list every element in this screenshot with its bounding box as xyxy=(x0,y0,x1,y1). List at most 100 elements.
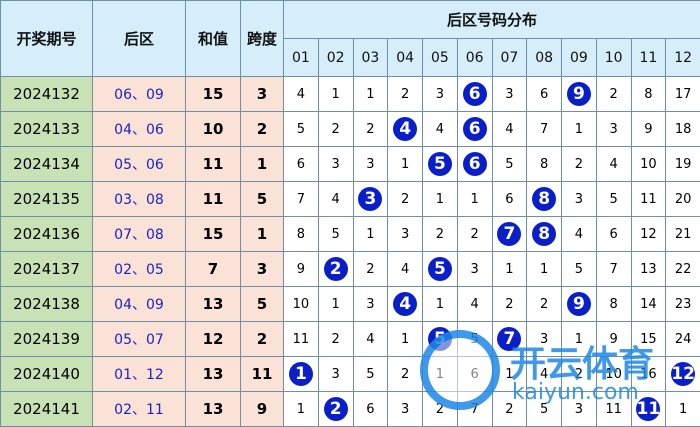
period: 2024137 xyxy=(1,252,93,287)
period: 2024141 xyxy=(1,392,93,427)
header-number: 09 xyxy=(562,39,597,77)
miss-cell: 2 xyxy=(492,392,527,427)
miss-cell: 4 xyxy=(423,112,458,147)
miss-cell: 1 xyxy=(666,392,700,427)
miss-cell: 5 xyxy=(562,252,597,287)
header-number: 02 xyxy=(318,39,353,77)
miss-cell: 4 xyxy=(388,252,423,287)
miss-cell: 3 xyxy=(388,392,423,427)
miss-cell: 4 xyxy=(596,147,631,182)
miss-cell: 5 xyxy=(596,182,631,217)
span: 3 xyxy=(241,77,284,112)
miss-cell: 6 xyxy=(492,182,527,217)
miss-cell: 6 xyxy=(596,217,631,252)
hit-ball: 4 xyxy=(393,117,417,141)
hit-cell: 12 xyxy=(666,357,700,392)
period: 2024134 xyxy=(1,147,93,182)
hit-ball: 7 xyxy=(497,222,521,246)
miss-cell: 5 xyxy=(284,112,319,147)
back-numbers: 07、08 xyxy=(93,217,186,252)
miss-cell: 3 xyxy=(353,147,388,182)
back-numbers: 02、05 xyxy=(93,252,186,287)
miss-cell: 2 xyxy=(353,252,388,287)
hit-ball: 5 xyxy=(428,152,452,176)
period: 2024139 xyxy=(1,322,93,357)
miss-cell: 8 xyxy=(527,147,562,182)
miss-cell: 1 xyxy=(492,252,527,287)
header-number: 11 xyxy=(631,39,666,77)
hit-cell: 3 xyxy=(353,182,388,217)
miss-cell: 9 xyxy=(631,112,666,147)
miss-cell: 4 xyxy=(562,217,597,252)
span: 5 xyxy=(241,182,284,217)
miss-cell: 14 xyxy=(631,287,666,322)
hit-ball: 3 xyxy=(358,187,382,211)
miss-cell: 2 xyxy=(457,217,492,252)
header-number: 12 xyxy=(666,39,700,77)
miss-cell: 1 xyxy=(388,322,423,357)
miss-cell: 4 xyxy=(284,77,319,112)
hit-cell: 8 xyxy=(527,217,562,252)
sum: 13 xyxy=(186,287,241,322)
hit-ball: 4 xyxy=(393,292,417,316)
back-numbers: 02、11 xyxy=(93,392,186,427)
miss-cell: 4 xyxy=(457,287,492,322)
hit-ball: 9 xyxy=(567,292,591,316)
sum: 13 xyxy=(186,392,241,427)
back-numbers: 03、08 xyxy=(93,182,186,217)
sum: 15 xyxy=(186,77,241,112)
hit-cell: 5 xyxy=(423,252,458,287)
hit-cell: 4 xyxy=(388,287,423,322)
back-numbers: 05、06 xyxy=(93,147,186,182)
back-numbers: 05、07 xyxy=(93,322,186,357)
miss-cell: 2 xyxy=(562,147,597,182)
span: 1 xyxy=(241,147,284,182)
miss-cell: 2 xyxy=(562,357,597,392)
miss-cell: 11 xyxy=(631,182,666,217)
hit-ball: 8 xyxy=(532,222,556,246)
miss-cell: 2 xyxy=(388,77,423,112)
miss-cell: 18 xyxy=(666,112,700,147)
miss-cell: 24 xyxy=(666,322,700,357)
miss-cell: 1 xyxy=(388,147,423,182)
miss-cell: 10 xyxy=(284,287,319,322)
miss-cell: 1 xyxy=(284,392,319,427)
miss-cell: 2 xyxy=(492,287,527,322)
sum: 13 xyxy=(186,357,241,392)
miss-cell: 1 xyxy=(353,217,388,252)
miss-cell: 2 xyxy=(527,287,562,322)
header-distribution: 后区号码分布 xyxy=(284,1,700,39)
period: 2024140 xyxy=(1,357,93,392)
hit-cell: 2 xyxy=(318,252,353,287)
period: 2024135 xyxy=(1,182,93,217)
miss-cell: 7 xyxy=(596,252,631,287)
miss-cell: 2 xyxy=(318,322,353,357)
hit-cell: 8 xyxy=(527,182,562,217)
back-numbers: 01、12 xyxy=(93,357,186,392)
miss-cell: 6 xyxy=(457,357,492,392)
miss-cell: 20 xyxy=(666,182,700,217)
miss-cell: 11 xyxy=(596,392,631,427)
span: 11 xyxy=(241,357,284,392)
span: 1 xyxy=(241,217,284,252)
miss-cell: 3 xyxy=(353,287,388,322)
miss-cell: 22 xyxy=(666,252,700,287)
hit-cell: 6 xyxy=(457,112,492,147)
miss-cell: 17 xyxy=(666,77,700,112)
hit-ball: 2 xyxy=(324,397,348,421)
hit-cell: 7 xyxy=(492,322,527,357)
miss-cell: 1 xyxy=(562,112,597,147)
miss-cell: 8 xyxy=(631,77,666,112)
miss-cell: 6 xyxy=(353,392,388,427)
header-number: 08 xyxy=(527,39,562,77)
miss-cell: 16 xyxy=(631,357,666,392)
miss-cell: 2 xyxy=(423,217,458,252)
